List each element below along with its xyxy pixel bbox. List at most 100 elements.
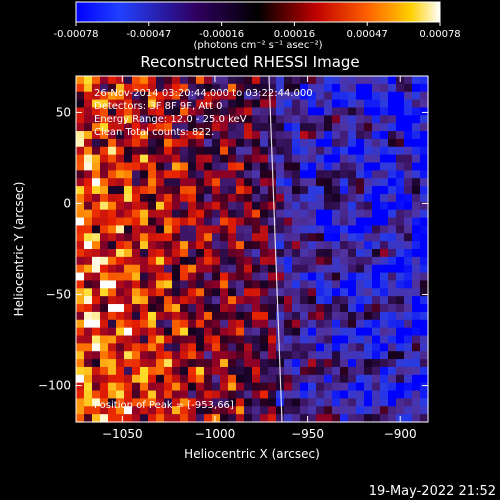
heatmap-cell	[244, 311, 253, 321]
heatmap-cell	[340, 335, 349, 344]
heatmap-cell	[364, 249, 373, 258]
x-tick-label: −1050	[102, 427, 143, 441]
heatmap-cell	[204, 193, 213, 203]
heatmap-cell	[140, 115, 149, 124]
heatmap-cell	[140, 296, 149, 305]
heatmap-cell	[332, 264, 341, 274]
heatmap-cell	[420, 170, 429, 179]
heatmap-cell	[260, 178, 269, 187]
heatmap-cell	[404, 272, 413, 282]
heatmap-cell	[412, 241, 421, 250]
heatmap-cell	[116, 398, 125, 407]
heatmap-cell	[340, 131, 349, 140]
heatmap-cell	[276, 138, 285, 148]
heatmap-cell	[260, 249, 269, 258]
heatmap-cell	[388, 201, 397, 211]
heatmap-cell	[348, 193, 357, 203]
heatmap-cell	[180, 359, 189, 368]
heatmap-cell	[124, 398, 133, 407]
heatmap-cell	[100, 304, 109, 313]
heatmap-cell	[100, 398, 109, 407]
heatmap-cell	[420, 83, 429, 93]
heatmap-cell	[252, 374, 261, 384]
heatmap-cell	[236, 217, 245, 227]
heatmap-cell	[340, 162, 349, 171]
heatmap-cell	[316, 233, 325, 242]
heatmap-cell	[92, 115, 101, 124]
heatmap-cell	[284, 311, 293, 321]
heatmap-cell	[364, 311, 373, 321]
heatmap-cell	[172, 374, 181, 384]
heatmap-cell	[380, 304, 389, 313]
heatmap-cell	[316, 296, 325, 305]
heatmap-cell	[236, 107, 245, 116]
heatmap-cell	[396, 264, 405, 274]
heatmap-cell	[364, 351, 373, 360]
heatmap-cell	[124, 327, 133, 337]
heatmap-cell	[412, 170, 421, 179]
heatmap-cell	[300, 99, 309, 109]
heatmap-cell	[236, 201, 245, 211]
heatmap-cell	[372, 115, 381, 124]
annotation-line: 26-Nov-2014 03:20:44.000 to 03:22:44.000	[94, 88, 313, 99]
heatmap-cell	[164, 186, 173, 195]
heatmap-cell	[292, 319, 301, 329]
heatmap-cell	[92, 249, 101, 258]
heatmap-cell	[396, 343, 405, 352]
heatmap-cell	[148, 217, 157, 227]
heatmap-cell	[260, 115, 269, 124]
heatmap-cell	[164, 327, 173, 337]
heatmap-cell	[180, 414, 189, 423]
heatmap-cell	[396, 382, 405, 392]
heatmap-cell	[404, 209, 413, 219]
heatmap-cell	[372, 280, 381, 289]
heatmap-cell	[388, 304, 397, 313]
heatmap-cell	[332, 217, 341, 227]
heatmap-cell	[308, 382, 317, 392]
heatmap-cell	[92, 304, 101, 313]
heatmap-cell	[172, 414, 181, 423]
heatmap-cell	[388, 256, 397, 266]
heatmap-cell	[236, 241, 245, 250]
heatmap-cell	[332, 343, 341, 352]
heatmap-cell	[244, 249, 253, 258]
heatmap-cell	[396, 304, 405, 313]
heatmap-cell	[76, 154, 85, 164]
detector-artifact-line	[268, 75, 283, 423]
heatmap-cell	[324, 256, 333, 266]
heatmap-cell	[324, 304, 333, 313]
heatmap-cell	[132, 107, 141, 116]
heatmap-cell	[236, 162, 245, 171]
heatmap-cell	[284, 131, 293, 140]
heatmap-cell	[388, 99, 397, 109]
heatmap-cell	[100, 319, 109, 329]
heatmap-cell	[276, 256, 285, 266]
heatmap-cell	[164, 154, 173, 164]
heatmap-cell	[236, 296, 245, 305]
heatmap-cell	[420, 343, 429, 352]
heatmap-cell	[332, 296, 341, 305]
heatmap-cell	[324, 327, 333, 337]
heatmap-cell	[356, 138, 365, 148]
heatmap-cell	[252, 327, 261, 337]
heatmap-cell	[348, 138, 357, 148]
heatmap-cell	[380, 249, 389, 258]
heatmap-cell	[148, 264, 157, 274]
heatmap-cell	[348, 107, 357, 116]
heatmap-cell	[92, 131, 101, 140]
heatmap-cell	[132, 99, 141, 109]
heatmap-cell	[292, 249, 301, 258]
heatmap-cell	[180, 193, 189, 203]
heatmap-cell	[92, 162, 101, 171]
heatmap-cell	[404, 91, 413, 101]
heatmap-cell	[100, 414, 109, 423]
heatmap-cell	[92, 382, 101, 392]
heatmap-cell	[92, 327, 101, 337]
heatmap-cell	[116, 107, 125, 116]
heatmap-cell	[268, 256, 277, 266]
heatmap-cell	[420, 272, 429, 282]
heatmap-cell	[124, 249, 133, 258]
heatmap-cell	[156, 304, 165, 313]
heatmap-cell	[356, 319, 365, 329]
